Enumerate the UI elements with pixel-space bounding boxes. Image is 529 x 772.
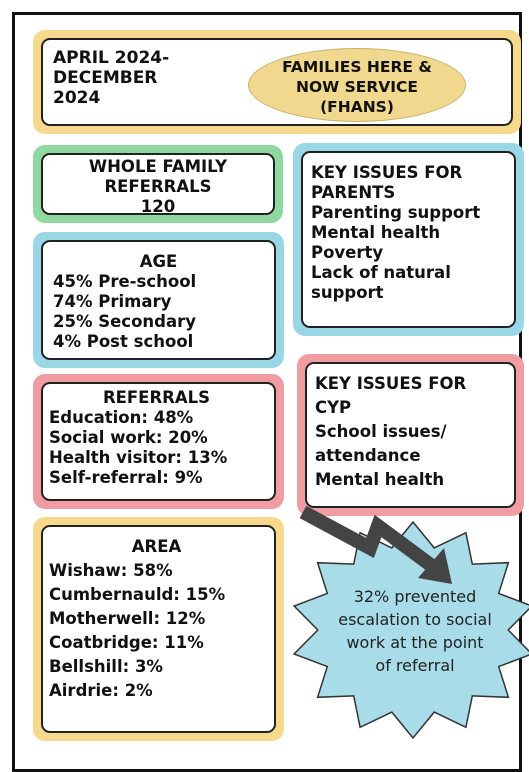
section-item: Bellshill: 3% [49, 657, 163, 676]
family-inner: WHOLE FAMILY REFERRALS 120 [41, 153, 275, 216]
header-box: APRIL 2024- DECEMBER 2024 FAMILIES HERE … [33, 30, 521, 134]
section-item: School issues/ [315, 422, 447, 441]
page: {"header": {"dates": ["APRIL 2024-", "DE… [12, 12, 529, 772]
star-line: of referral [375, 656, 455, 675]
section-item: Education: 48% [49, 408, 194, 427]
family-text: WHOLE FAMILY [88, 157, 228, 176]
header-date: APRIL 2024- [53, 48, 170, 68]
family-text: 120 [140, 197, 176, 216]
referrals-inner: REFERRALS Education: 48% Social work: 20% H… [41, 382, 276, 501]
section-title: REFERRALS [102, 388, 211, 407]
section-item: Airdrie: 2% [49, 681, 153, 700]
family-box: WHOLE FAMILY REFERRALS 120 [33, 145, 283, 223]
section-item: Health visitor: 13% [49, 448, 228, 467]
header-date: DECEMBER [53, 68, 158, 88]
star-line: escalation to social [338, 610, 492, 629]
section-item: Lack of natural [311, 263, 451, 282]
section-item: attendance [315, 446, 421, 465]
family-text: REFERRALS [104, 177, 212, 196]
section-title: AGE [139, 252, 178, 271]
star-text: 32% prevented escalation to social work at… [300, 585, 529, 677]
header-inner: APRIL 2024- DECEMBER 2024 FAMILIES HERE … [41, 38, 513, 126]
section-item: 45% Pre-school [53, 272, 197, 291]
section-item: Mental health [311, 223, 441, 242]
section-item: Motherwell: 12% [49, 609, 206, 628]
section-item: Cumbernauld: 15% [49, 585, 226, 604]
parents-box: KEY ISSUES FOR PARENTS Parenting support Me… [293, 143, 524, 336]
cyp-inner: KEY ISSUES FOR CYP School issues/attendanc… [305, 362, 516, 508]
section-item: Self-referral: 9% [49, 468, 203, 487]
section-item: 4% Post school [53, 332, 194, 351]
star-line: work at the point [346, 633, 484, 652]
service-ellipse: FAMILIES HERE & NOW SERVICE (FHANS) [248, 48, 466, 122]
section-title: KEY ISSUES FOR [311, 163, 463, 182]
parents-inner: KEY ISSUES FOR PARENTS Parenting support Me… [301, 151, 516, 328]
area-inner: AREA Wishaw: 58% Cumbernauld: 15% Motherwel… [41, 525, 276, 733]
section-item: Coatbridge: 11% [49, 633, 204, 652]
section-item: Parenting support [311, 203, 481, 222]
section-item: Wishaw: 58% [49, 561, 173, 580]
cyp-box: KEY ISSUES FOR CYP School issues/attendanc… [297, 354, 524, 516]
section-item: Mental health [315, 470, 445, 489]
service-name: (FHANS) [320, 98, 394, 116]
area-box: AREA Wishaw: 58% Cumbernauld: 15% Motherwel… [33, 517, 284, 741]
section-title: CYP [315, 398, 352, 417]
star-line: 32% prevented [353, 587, 477, 606]
referrals-box: REFERRALS Education: 48% Social work: 20% H… [33, 374, 284, 509]
section-item: Poverty [311, 243, 384, 262]
age-box: AGE 45% Pre-school 74% Primary 25% Secondar… [33, 232, 284, 368]
service-name: FAMILIES HERE & [282, 58, 432, 76]
section-item: support [311, 283, 384, 302]
header-date: 2024 [53, 88, 101, 108]
section-item: 25% Secondary [53, 312, 197, 331]
section-title: AREA [131, 537, 182, 556]
section-item: Social work: 20% [49, 428, 208, 447]
service-name: NOW SERVICE [295, 78, 419, 96]
section-item: 74% Primary [53, 292, 172, 311]
section-title: PARENTS [311, 183, 396, 202]
section-title: KEY ISSUES FOR [315, 374, 467, 393]
age-inner: AGE 45% Pre-school 74% Primary 25% Secondar… [41, 240, 276, 360]
